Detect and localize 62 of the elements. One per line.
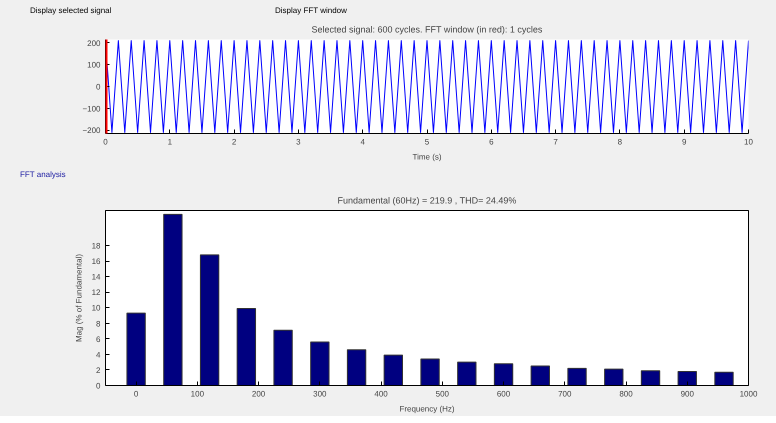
bar xyxy=(678,371,697,386)
x-tick-label: 8 xyxy=(618,138,623,146)
x-tick-label: 0 xyxy=(103,138,108,146)
x-tick-label: 1 xyxy=(168,138,173,146)
text: Display FFT window xyxy=(275,5,347,16)
x-tick-label: 300 xyxy=(313,390,328,398)
bar xyxy=(714,372,734,386)
bar xyxy=(604,368,624,386)
x-axis-title: Time (s) xyxy=(412,152,442,162)
y-tick-label: 2 xyxy=(96,366,102,375)
chart-title: Fundamental (60Hz) = 219.9 , THD= 24.49% xyxy=(337,196,516,206)
x-tick-label: 500 xyxy=(436,390,450,398)
x-tick-label: 4 xyxy=(360,138,366,146)
bar xyxy=(310,341,330,386)
x-axis-title: Frequency (Hz) xyxy=(399,404,455,414)
x-tick-label: 7 xyxy=(553,138,558,146)
x-tick-label: 800 xyxy=(619,390,634,398)
x-tick-label: 0 xyxy=(134,390,139,398)
y-tick-label: 8 xyxy=(96,319,102,328)
y-tick-label: 16 xyxy=(92,257,102,266)
bar xyxy=(530,366,550,386)
x-tick-label: 2 xyxy=(232,138,237,146)
bar xyxy=(640,370,660,386)
y-tick-label: 0 xyxy=(96,82,102,92)
x-tick-label: 200 xyxy=(252,390,266,398)
x-tick-label: 1000 xyxy=(740,390,758,398)
y-tick-label: 200 xyxy=(87,38,102,48)
bar xyxy=(346,349,366,386)
x-tick-label: 9 xyxy=(682,138,687,146)
bar xyxy=(420,358,440,386)
x-tick-label: 100 xyxy=(190,390,205,398)
x-tick-label: 700 xyxy=(558,390,572,398)
y-tick-label: 100 xyxy=(87,60,102,70)
y-tick-label: −100 xyxy=(82,104,102,114)
bar xyxy=(163,214,183,386)
x-tick-label: 3 xyxy=(296,138,302,146)
bar xyxy=(236,308,256,386)
chart-title: Selected signal: 600 cycles. FFT window (in red): 1 cycles xyxy=(311,24,543,34)
text: Display selected signal xyxy=(30,5,112,16)
bar xyxy=(200,254,220,386)
y-axis-title: Mag (% of Fundamental) xyxy=(74,254,84,342)
bar xyxy=(494,363,514,386)
bar xyxy=(567,368,587,386)
bar xyxy=(126,312,146,386)
y-tick-label: 6 xyxy=(96,334,102,344)
y-tick-label: −200 xyxy=(82,126,102,136)
y-tick-label: 4 xyxy=(96,350,102,360)
x-tick-label: 5 xyxy=(424,138,430,146)
x-tick-label: 10 xyxy=(744,138,754,146)
y-tick-label: 0 xyxy=(96,382,102,390)
bar xyxy=(457,362,476,386)
y-tick-label: 12 xyxy=(92,288,102,298)
y-tick-label: 14 xyxy=(92,272,102,282)
text: FFT analysis xyxy=(20,169,66,180)
x-tick-label: 6 xyxy=(489,138,494,146)
x-tick-label: 900 xyxy=(680,390,694,398)
bar xyxy=(384,354,404,386)
x-tick-label: 400 xyxy=(374,390,388,398)
x-tick-label: 600 xyxy=(496,390,511,398)
bar xyxy=(273,330,293,386)
y-tick-label: 10 xyxy=(92,304,102,313)
y-tick-label: 18 xyxy=(92,242,102,250)
